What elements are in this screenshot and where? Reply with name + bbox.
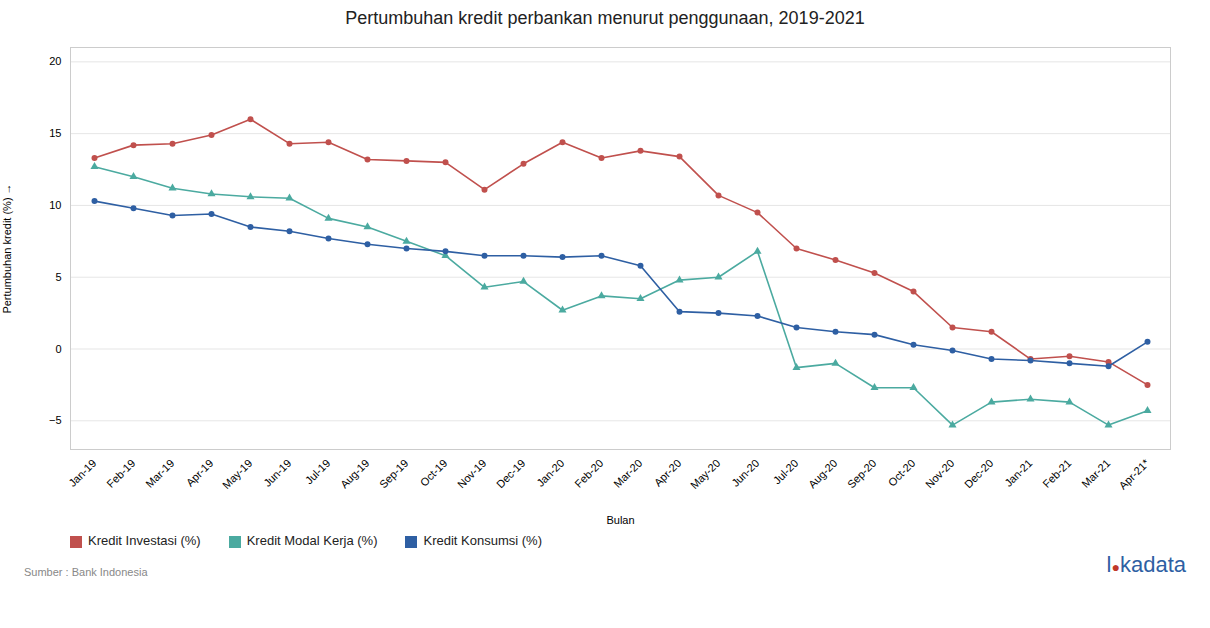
html-text:Kredit Investasi (%): Kredit Investasi (%) <box>88 533 201 548</box>
svg-text:Feb-19: Feb-19 <box>104 457 137 490</box>
html-text:Pertumbuhan kredit perbankan m: Pertumbuhan kredit perbankan menurut pen… <box>345 8 865 28</box>
svg-text:Jan-20: Jan-20 <box>534 457 566 489</box>
svg-text:Dec-19: Dec-19 <box>494 457 528 491</box>
svg-text:Sep-19: Sep-19 <box>377 457 411 491</box>
svg-text:Jun-19: Jun-19 <box>261 457 293 489</box>
svg-text:May-19: May-19 <box>220 457 254 491</box>
svg-text:Jan-19: Jan-19 <box>66 457 98 489</box>
svg-text:Apr-20: Apr-20 <box>652 457 684 489</box>
svg-text:10: 10 <box>49 199 61 211</box>
svg-text:Jun-20: Jun-20 <box>729 457 761 489</box>
svg-text:20: 20 <box>49 55 61 67</box>
svg-text:Bulan: Bulan <box>606 514 634 526</box>
svg-text:Mar-21: Mar-21 <box>1079 457 1112 490</box>
svg-text:Nov-20: Nov-20 <box>923 457 957 491</box>
html-text:l●kadata: l●kadata <box>1106 552 1186 577</box>
svg-text:Feb-20: Feb-20 <box>572 457 605 490</box>
svg-text:Oct-20: Oct-20 <box>886 457 918 489</box>
svg-text:Aug-20: Aug-20 <box>806 457 840 491</box>
svg-text:Nov-19: Nov-19 <box>455 457 489 491</box>
svg-text:Apr-19: Apr-19 <box>184 457 216 489</box>
svg-text:0: 0 <box>55 343 61 355</box>
svg-text:Jul-20: Jul-20 <box>771 457 801 487</box>
svg-text:Sep-20: Sep-20 <box>845 457 879 491</box>
svg-text:Jan-21: Jan-21 <box>1002 457 1034 489</box>
svg-text:Mar-19: Mar-19 <box>143 457 176 490</box>
svg-text:Mar-20: Mar-20 <box>611 457 644 490</box>
svg-text:−5: −5 <box>49 414 62 426</box>
svg-text:5: 5 <box>55 271 61 283</box>
svg-text:Jul-19: Jul-19 <box>303 457 333 487</box>
html-text:Sumber : Bank Indonesia: Sumber : Bank Indonesia <box>24 566 148 578</box>
svg-text:Aug-19: Aug-19 <box>338 457 372 491</box>
svg-text:Pertumbuhan kredit (%) →: Pertumbuhan kredit (%) → <box>1 183 13 313</box>
svg-text:Oct-19: Oct-19 <box>418 457 450 489</box>
html-text:Kredit Modal Kerja (%): Kredit Modal Kerja (%) <box>246 533 378 548</box>
html-text:Kredit Konsumsi (%): Kredit Konsumsi (%) <box>423 533 542 548</box>
svg-text:May-20: May-20 <box>688 457 722 491</box>
svg-text:15: 15 <box>49 127 61 139</box>
svg-text:Feb-21: Feb-21 <box>1040 457 1073 490</box>
svg-text:Apr-21*: Apr-21* <box>1117 456 1152 491</box>
svg-text:Dec-20: Dec-20 <box>962 457 996 491</box>
